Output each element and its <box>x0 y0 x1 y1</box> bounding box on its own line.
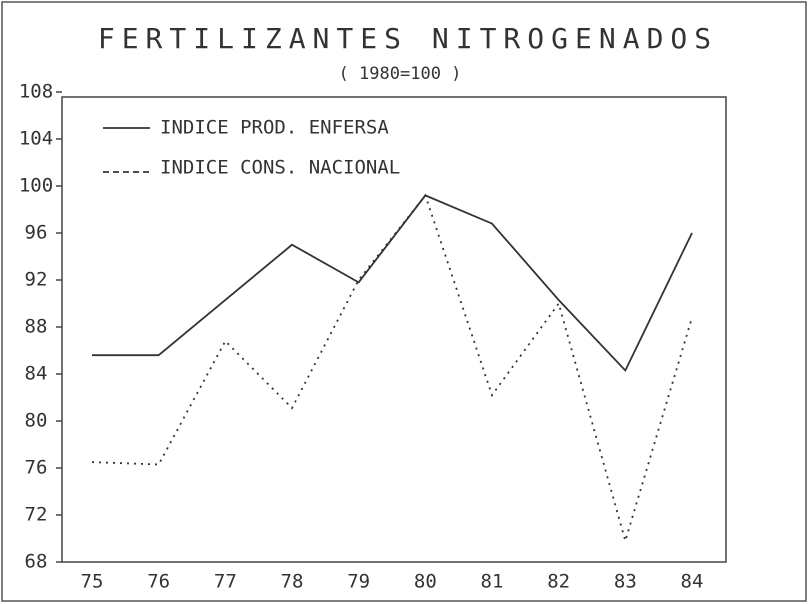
x-tick-label: 79 <box>347 571 370 593</box>
x-tick-label: 76 <box>147 571 170 593</box>
x-tick-label: 84 <box>681 571 704 593</box>
x-tick-label: 77 <box>214 571 237 593</box>
y-tick-label: 88 <box>25 316 48 338</box>
x-tick-label: 81 <box>481 571 504 593</box>
series-line <box>91 193 693 545</box>
legend-label: INDICE CONS. NACIONAL <box>160 157 400 179</box>
y-tick-label: 68 <box>25 551 48 573</box>
y-tick-label: 80 <box>25 410 48 432</box>
y-tick-label: 108 <box>19 81 53 103</box>
y-tick-label: 72 <box>25 504 48 526</box>
y-tick-label: 96 <box>25 222 48 244</box>
y-tick-label: 84 <box>25 363 48 385</box>
series-line <box>92 194 693 373</box>
legend-label: INDICE PROD. ENFERSA <box>160 117 389 139</box>
y-tick-label: 104 <box>19 128 53 150</box>
x-tick-label: 82 <box>547 571 570 593</box>
plot-frame <box>61 96 727 563</box>
x-tick-label: 75 <box>81 571 104 593</box>
x-tick-label: 78 <box>281 571 304 593</box>
x-tick-label: 83 <box>614 571 637 593</box>
y-tick-label: 76 <box>25 457 48 479</box>
chart-subtitle: ( 1980=100 ) <box>339 64 462 84</box>
chart-title: FERTILIZANTES NITROGENADOS <box>98 22 718 55</box>
y-tick-label: 100 <box>19 175 53 197</box>
x-tick-label: 80 <box>414 571 437 593</box>
y-tick-label: 92 <box>25 269 48 291</box>
